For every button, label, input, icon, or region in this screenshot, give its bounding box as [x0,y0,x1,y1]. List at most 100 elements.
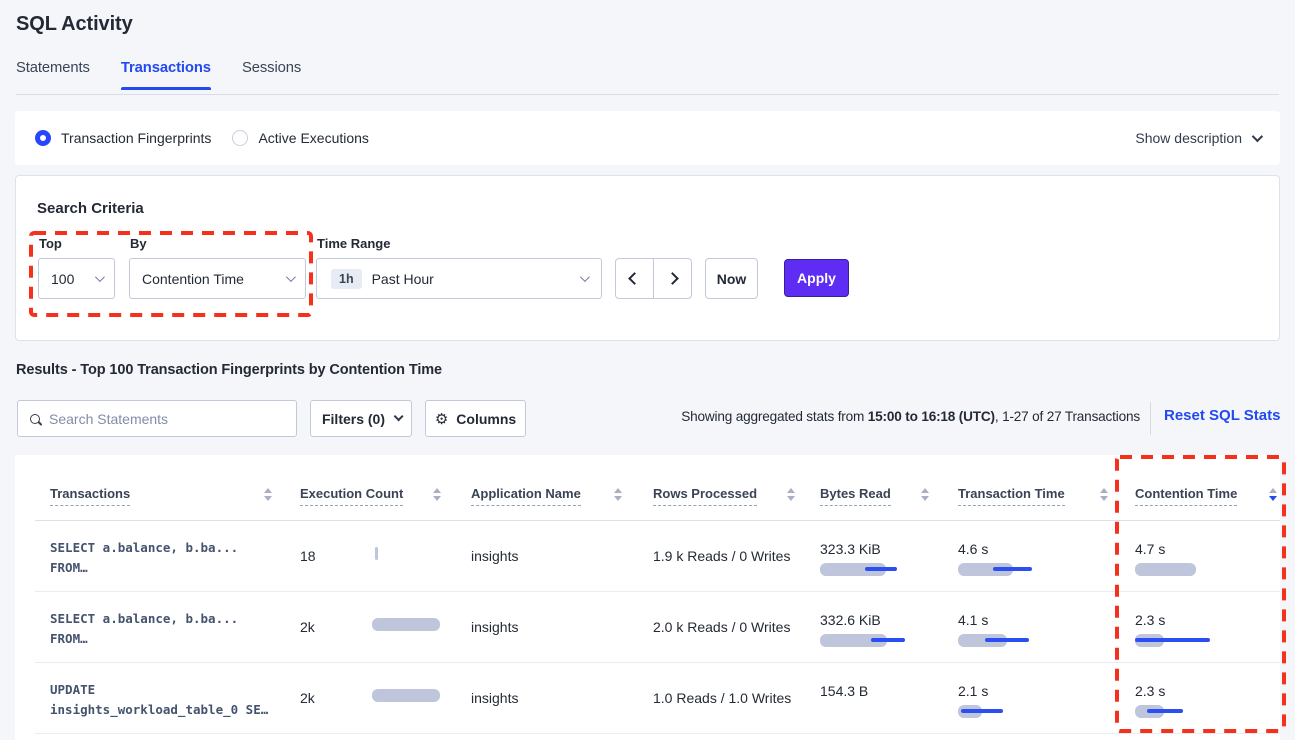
transaction-fingerprint-link[interactable]: SELECT a.balance, b.ba... FROM… [50,611,239,646]
radio-label: Active Executions [258,130,369,146]
show-description-label: Show description [1135,130,1242,146]
header-rows-processed[interactable]: Rows Processed [653,486,758,506]
tab-transactions[interactable]: Transactions [120,60,211,90]
radio-active-executions[interactable]: Active Executions [232,130,369,146]
gear-icon: ⚙ [434,409,449,428]
sort-descending-triangle [614,496,622,501]
by-select[interactable]: Contention Time [129,258,306,299]
divider [35,733,1280,734]
header-transaction-time[interactable]: Transaction Time [958,486,1065,506]
transaction-time-value: 4.1 s [958,611,989,628]
sort-icon[interactable] [433,488,441,501]
bytes-read-value: 332.6 KiB [820,611,881,628]
header-bytes-read[interactable]: Bytes Read [820,486,891,506]
transaction-time-bar [958,704,1118,718]
by-select-value: Contention Time [142,270,244,287]
bytes-read-cell: 332.6 KiB [820,612,980,647]
transaction-time-bar [958,562,1118,576]
next-time-button[interactable] [653,259,691,298]
stddev-whisker [985,638,1029,642]
show-description-toggle[interactable]: Show description [1135,130,1264,146]
mean-bar [820,562,886,576]
mean-bar [372,618,440,631]
search-icon [30,413,40,424]
transaction-fingerprint-link[interactable]: UPDATE insights_workload_table_0 SE… [50,682,269,717]
search-criteria-heading: Search Criteria [37,200,144,217]
table-row[interactable]: SELECT a.balance, b.ba... FROM… 2k insigh… [15,592,1280,663]
filters-button[interactable]: Filters (0) [310,400,412,437]
tab-statements[interactable]: Statements [16,60,90,76]
chevron-left-icon [628,272,641,285]
execution-count-bar [300,618,440,631]
application-name-value: insights [471,548,519,564]
apply-button[interactable]: Apply [784,259,849,297]
time-range-badge: 1h [331,268,362,289]
radio-label: Transaction Fingerprints [61,130,212,146]
bytes-read-bar [820,633,980,647]
reset-sql-stats-link[interactable]: Reset SQL Stats [1164,407,1281,424]
sort-icon[interactable] [921,488,929,501]
mean-bar [372,689,440,702]
header-application-name[interactable]: Application Name [471,486,581,506]
header-contention-time[interactable]: Contention Time [1135,486,1238,506]
sort-ascending-triangle [433,488,441,493]
columns-label: Columns [456,410,517,427]
tab-bar: Statements Transactions Sessions [16,60,1279,95]
contention-time-cell: 2.3 s [1135,683,1280,718]
contention-time-cell: 4.7 s [1135,541,1280,576]
now-button[interactable]: Now [705,258,758,299]
bytes-read-bar [820,705,980,718]
bytes-read-cell: 154.3 B [820,683,980,718]
top-select[interactable]: 100 [38,258,115,299]
transaction-time-bar [958,633,1118,647]
contention-time-bar [1135,704,1280,718]
sort-icon[interactable] [787,488,795,501]
rows-processed-value: 2.0 k Reads / 0 Writes [653,619,791,635]
bytes-read-value: 154.3 B [820,682,869,699]
stddev-whisker [961,709,1003,713]
search-criteria-card: Search Criteria Top By Time Range 100 Co… [15,175,1280,341]
chevron-down-icon [579,272,590,283]
sort-descending-triangle [921,496,929,501]
divider [35,662,1280,663]
sort-descending-triangle [433,496,441,501]
previous-time-button[interactable] [616,259,653,298]
radio-unselected-icon[interactable] [232,130,249,146]
radio-transaction-fingerprints[interactable]: Transaction Fingerprints [35,130,211,146]
sort-icon[interactable] [264,488,272,501]
sort-descending-triangle [1269,496,1277,501]
transaction-time-cell: 2.1 s [958,683,1118,718]
results-heading: Results - Top 100 Transaction Fingerprin… [16,362,443,378]
stddev-whisker [871,638,905,642]
transaction-fingerprint-link[interactable]: SELECT a.balance, b.ba... FROM… [50,540,239,575]
header-execution-count[interactable]: Execution Count [300,486,404,506]
header-transactions[interactable]: Transactions [50,486,131,506]
tab-sessions[interactable]: Sessions [241,60,302,76]
chevron-down-icon [285,272,296,283]
transaction-time-cell: 4.1 s [958,612,1118,647]
sort-ascending-triangle [921,488,929,493]
time-range-label: Time Range [317,236,391,251]
sort-icon-active-desc[interactable] [1269,488,1277,501]
execution-count-value: 18 [300,548,316,564]
search-input[interactable] [49,410,284,427]
sort-descending-triangle [787,496,795,501]
application-name-value: insights [471,619,519,635]
execution-count-value: 2k [300,690,315,706]
top-select-value: 100 [51,270,75,287]
transaction-time-value: 4.6 s [958,540,989,557]
time-range-select[interactable]: 1h Past Hour [316,258,602,299]
chevron-down-icon [94,272,105,283]
execution-count-value: 2k [300,619,315,635]
columns-button[interactable]: ⚙ Columns [425,400,526,437]
sort-icon[interactable] [1100,488,1108,501]
stddev-whisker [993,567,1032,571]
mean-bar [958,562,1013,576]
radio-selected-icon[interactable] [35,130,51,146]
table-row[interactable]: SELECT a.balance, b.ba... FROM… 18 insigh… [15,521,1280,592]
page-title: SQL Activity [16,13,133,35]
mean-bar [1135,562,1196,576]
sort-icon[interactable] [614,488,622,501]
table-row[interactable]: UPDATE insights_workload_table_0 SE… 2k i… [15,663,1280,734]
